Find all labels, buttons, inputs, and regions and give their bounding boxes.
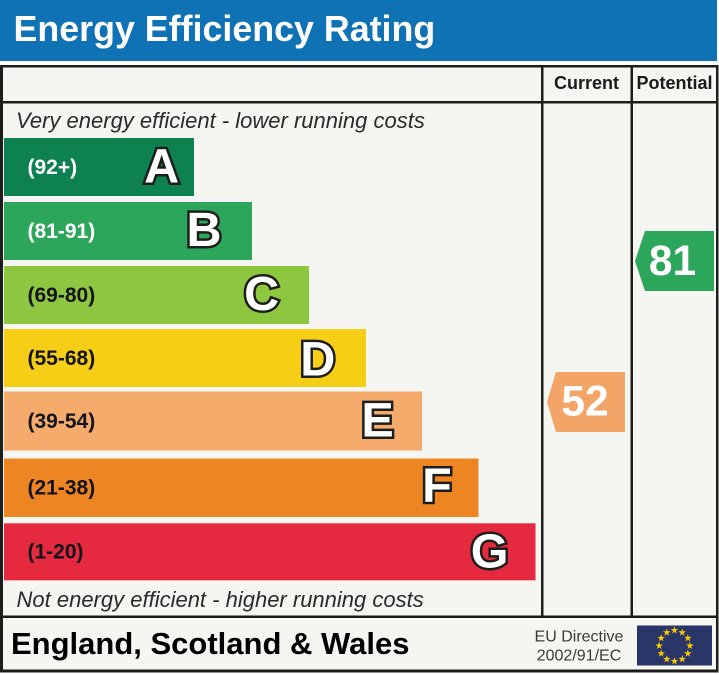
svg-text:Very energy efficient - lower: Very energy efficient - lower running co… bbox=[16, 108, 425, 133]
svg-text:B: B bbox=[186, 203, 221, 257]
svg-text:(92+): (92+) bbox=[28, 156, 78, 179]
svg-text:F: F bbox=[422, 459, 452, 513]
svg-text:EU Directive: EU Directive bbox=[535, 629, 624, 646]
svg-text:(81-91): (81-91) bbox=[28, 220, 96, 243]
svg-text:2002/91/EC: 2002/91/EC bbox=[537, 648, 622, 665]
svg-text:A: A bbox=[144, 140, 179, 194]
svg-text:81: 81 bbox=[649, 238, 696, 285]
svg-text:England, Scotland & Wales: England, Scotland & Wales bbox=[11, 626, 409, 661]
svg-text:(55-68): (55-68) bbox=[28, 347, 96, 370]
svg-text:Not energy efficient - higher: Not energy efficient - higher running co… bbox=[17, 587, 424, 612]
svg-text:(21-38): (21-38) bbox=[28, 477, 96, 500]
svg-text:(69-80): (69-80) bbox=[28, 284, 96, 307]
svg-text:G: G bbox=[471, 525, 509, 579]
svg-text:Current: Current bbox=[554, 73, 619, 93]
svg-text:E: E bbox=[361, 393, 393, 447]
svg-text:D: D bbox=[300, 333, 335, 387]
svg-text:(39-54): (39-54) bbox=[28, 410, 96, 433]
svg-text:52: 52 bbox=[561, 379, 608, 426]
svg-text:Potential: Potential bbox=[636, 73, 712, 93]
svg-text:Energy Efficiency Rating: Energy Efficiency Rating bbox=[14, 9, 436, 49]
svg-text:C: C bbox=[244, 267, 279, 321]
svg-text:(1-20): (1-20) bbox=[28, 541, 84, 564]
